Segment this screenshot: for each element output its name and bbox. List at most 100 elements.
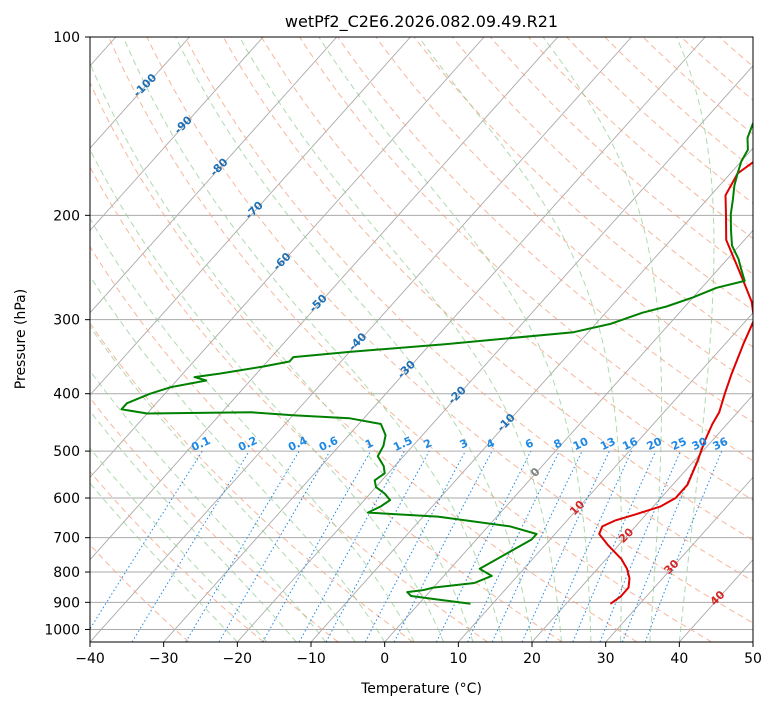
isotherm-line <box>310 147 753 642</box>
dry-adiabat <box>108 37 712 642</box>
dry-adiabat <box>90 397 339 642</box>
dry-adiabat <box>490 37 753 275</box>
mixing-ratio-line <box>621 450 702 642</box>
y-tick-label: 200 <box>53 208 80 224</box>
x-tick-label: 30 <box>597 651 615 667</box>
dry-adiabat <box>680 37 753 101</box>
moist-adiabat <box>90 148 445 642</box>
x-tick-label: −30 <box>149 651 179 667</box>
mixing-ratio-line <box>364 450 466 642</box>
moist-adiabat <box>239 37 562 642</box>
moist-adiabat <box>90 275 386 642</box>
moist-adiabat <box>418 37 623 642</box>
isotherm-line <box>90 37 485 479</box>
mixing-ratio-line <box>298 450 405 642</box>
mixing-ratio-line <box>644 450 723 642</box>
mixing-ratio-line <box>435 450 532 642</box>
isotherm-line <box>90 37 264 232</box>
moist-adiabat <box>90 217 415 642</box>
x-tick-label: 50 <box>744 651 762 667</box>
mixing-ratio-label: 16 <box>620 435 640 453</box>
dry-adiabat <box>718 37 753 68</box>
mixing-ratio-line <box>185 450 300 642</box>
y-tick-label: 100 <box>53 30 80 46</box>
dry-adiabat <box>528 37 753 240</box>
isotherm-line <box>531 394 753 642</box>
isotherm-line <box>236 65 753 642</box>
y-tick-label: 400 <box>53 387 80 403</box>
dry-adiabat <box>566 37 753 204</box>
moist-adiabat <box>90 447 268 642</box>
mixing-ratio-label: 10 <box>571 435 591 453</box>
isotherm-line <box>90 37 190 149</box>
dry-adiabat <box>413 37 753 348</box>
isotherm-line <box>752 641 753 642</box>
isotherm-line <box>90 37 559 561</box>
dry-adiabat <box>375 37 753 385</box>
y-tick-label: 600 <box>53 491 80 507</box>
plot-area: 0.1 0.2 0.4 0.6 1 1.5 2 3 4 6 8 10 13 16 20 25 30 36-100-… <box>90 37 753 642</box>
y-tick-label: 500 <box>53 444 80 460</box>
y-axis-label: Pressure (hPa) <box>13 289 29 389</box>
isotherm-line <box>384 229 753 642</box>
mixing-ratio-line <box>90 450 203 630</box>
x-tick-label: 40 <box>670 651 688 667</box>
mixing-ratio-label: 13 <box>598 435 617 453</box>
moist-adiabat <box>542 37 663 642</box>
x-tick-label: −10 <box>296 651 326 667</box>
plot-frame <box>89 36 754 643</box>
mixing-ratio-line <box>545 450 633 642</box>
x-tick-label: 20 <box>523 651 541 667</box>
x-tick-label: 10 <box>449 651 467 667</box>
y-tick-label: 800 <box>53 565 80 581</box>
mixing-ratio-label: 1 <box>363 436 375 451</box>
mixing-ratio-line <box>599 450 681 642</box>
isotherm-line <box>90 37 632 642</box>
mixing-ratio-line <box>325 450 430 642</box>
mixing-ratio-line <box>572 450 657 642</box>
moist-adiabat <box>90 482 238 642</box>
dry-adiabat <box>451 37 753 311</box>
dewpoint-profile <box>120 121 753 605</box>
y-tick-label: 300 <box>53 313 80 329</box>
dry-adiabat <box>642 37 753 135</box>
dry-adiabat <box>146 37 753 624</box>
y-tick-label: 900 <box>53 595 80 611</box>
x-tick-label: 0 <box>380 651 389 667</box>
dry-adiabat <box>90 470 264 642</box>
moist-adiabat <box>175 37 533 642</box>
isotherm-line <box>163 37 706 642</box>
moist-adiabat <box>122 37 503 642</box>
temperature-profile <box>598 161 753 605</box>
dry-adiabat <box>604 37 753 170</box>
dry-adiabat <box>90 544 190 642</box>
x-axis: −40 −30 −20 −10 0 10 20 30 40 50 <box>75 642 762 667</box>
isotherm-line <box>90 37 411 396</box>
mixing-ratio-label: 3 <box>458 436 470 451</box>
chart-title: wetPf2_C2E6.2026.082.09.49.R21 <box>285 12 558 32</box>
dry-adiabat <box>90 245 488 642</box>
isotherm-line <box>678 559 753 642</box>
dry-adiabat <box>90 81 638 642</box>
moist-adiabat <box>90 325 356 642</box>
mixing-ratio-label: 36 <box>711 435 731 453</box>
mixing-ratio-label: 20 <box>645 435 665 453</box>
mixing-ratio-label: 25 <box>669 435 688 453</box>
isotherm-line <box>90 37 338 314</box>
y-axis: 100 200 300 400 500 600 700 800 900 1000 <box>44 30 90 638</box>
moist-adiabat <box>90 61 474 642</box>
isotherm-line <box>457 312 753 642</box>
y-tick-label: 1000 <box>44 622 80 638</box>
mixing-ratio-label: 6 <box>523 436 536 451</box>
moist-adiabat <box>676 37 715 642</box>
mixing-ratio-label: 2 <box>422 436 434 451</box>
dry-adiabat <box>90 166 563 642</box>
mixing-ratio-line <box>262 450 372 642</box>
mixing-ratio-label: 30 <box>690 435 710 453</box>
mixing-ratio-line <box>131 450 250 642</box>
moist-adiabat <box>90 369 327 642</box>
y-tick-label: 700 <box>53 531 80 547</box>
x-axis-label: Temperature (°C) <box>360 681 482 697</box>
isotherm-line <box>605 476 753 642</box>
